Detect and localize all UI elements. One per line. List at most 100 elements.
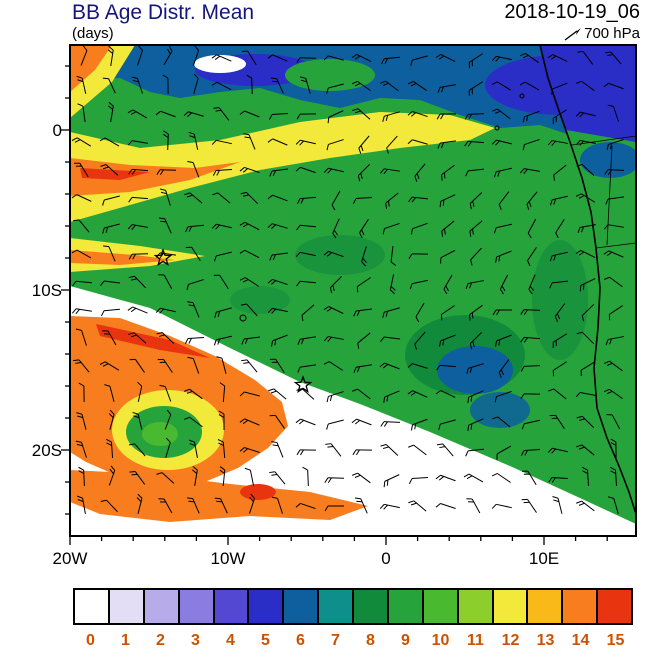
wind-barb (382, 307, 400, 318)
wind-barb (295, 166, 316, 174)
wind-barb (576, 164, 595, 176)
colorbar-cell-5 (247, 588, 285, 625)
xtick-label-10W: 10W (211, 549, 246, 568)
colorbar-cell-1 (107, 588, 145, 625)
wind-barb (188, 131, 199, 150)
colorbar-label: 5 (261, 632, 270, 649)
wind-barb (408, 253, 429, 260)
wind-barb (159, 188, 171, 206)
africa-teal-patch (580, 142, 636, 178)
wind-barb (156, 332, 175, 344)
wind-barb (323, 250, 344, 258)
wind-barb (499, 274, 509, 295)
wind-barb (187, 497, 200, 514)
colorbar-cell-9 (386, 588, 424, 625)
wind-barb (352, 388, 371, 400)
wind-barb (239, 277, 259, 287)
wind-barb (408, 500, 427, 512)
island (494, 125, 500, 131)
colorbar-cell-4 (212, 588, 250, 625)
wind-barb (329, 276, 343, 294)
wind-barb (577, 224, 596, 233)
wind-barb (575, 80, 595, 92)
wind-barb (359, 219, 369, 239)
wind-barb (213, 274, 229, 290)
wind-barb (604, 51, 622, 65)
wind-barb (296, 449, 317, 456)
wind-barb (295, 139, 316, 146)
wind-barb (267, 54, 288, 62)
wind-barb (128, 168, 149, 175)
wind-barb (469, 304, 483, 321)
wind-barb (212, 169, 233, 176)
wind-barb (128, 253, 149, 260)
country-border (606, 145, 613, 246)
wind-barb (108, 465, 116, 486)
wind-barb (519, 168, 540, 174)
wind-barb (299, 76, 311, 94)
wind-barb (331, 190, 341, 211)
xtick-label-10E: 10E (529, 549, 559, 568)
wind-barb (552, 109, 568, 125)
wind-barb (239, 166, 260, 174)
wind-barb (129, 358, 145, 373)
colorbar-label: 3 (191, 632, 200, 649)
wind-barb (408, 476, 429, 484)
wind-barb (212, 192, 231, 204)
wind-barb (469, 192, 483, 210)
wind-barb (441, 164, 455, 181)
wind-barb (352, 472, 371, 484)
wind-barb (163, 45, 173, 66)
wind-barb (76, 412, 87, 430)
ytick-label-20S: 20S (32, 441, 62, 460)
wind-barb (437, 140, 456, 149)
wind-barbs-layer (71, 45, 625, 514)
wind-barb (218, 410, 225, 431)
wind-barb (491, 503, 512, 509)
level-label: 700 hPa (563, 25, 640, 42)
wind-barb (410, 222, 428, 235)
wind-barb (295, 418, 316, 426)
wind-barb (352, 196, 373, 204)
wind-barb (551, 82, 568, 95)
wind-barb (183, 111, 204, 118)
wind-barb (520, 365, 541, 372)
wind-barb (554, 303, 566, 323)
colorbar-label: 15 (606, 632, 625, 649)
colorbar-label: 12 (501, 632, 520, 649)
wind-barb (437, 84, 456, 93)
wind-barb (75, 440, 87, 458)
ytick-label-0: 0 (53, 121, 62, 140)
wind-barb (128, 443, 146, 457)
wind-barb (407, 110, 428, 118)
wind-barb (358, 135, 370, 154)
wind-barb (213, 335, 232, 346)
wind-barb (351, 418, 372, 426)
wind-barb (521, 419, 540, 430)
wind-barb (128, 332, 147, 344)
wind-barb (380, 336, 401, 342)
wind-barb (267, 278, 288, 286)
wind-barb (323, 167, 344, 174)
wind-barb (415, 302, 425, 323)
wind-barb (241, 359, 258, 373)
wind-barb (521, 470, 537, 486)
wind-barb (607, 496, 619, 514)
wind-barb (548, 388, 567, 400)
wind-barb (78, 382, 85, 403)
wind-barb (158, 498, 173, 514)
wind-barb (520, 336, 541, 343)
wind-barb (295, 251, 316, 258)
wind-barb (385, 192, 399, 209)
wind-barb (408, 196, 429, 203)
wind-barb (269, 471, 286, 485)
wind-barb (267, 138, 288, 146)
wind-barb (440, 249, 456, 264)
colorbar (73, 588, 633, 625)
wind-barb (521, 498, 537, 513)
map-plot: 0 10S 20S 20W 10W 0 10E (32, 44, 637, 568)
wind-barb (492, 309, 513, 316)
wind-barb (326, 419, 344, 430)
wind-barb (269, 358, 285, 374)
wind-barb (443, 274, 453, 295)
